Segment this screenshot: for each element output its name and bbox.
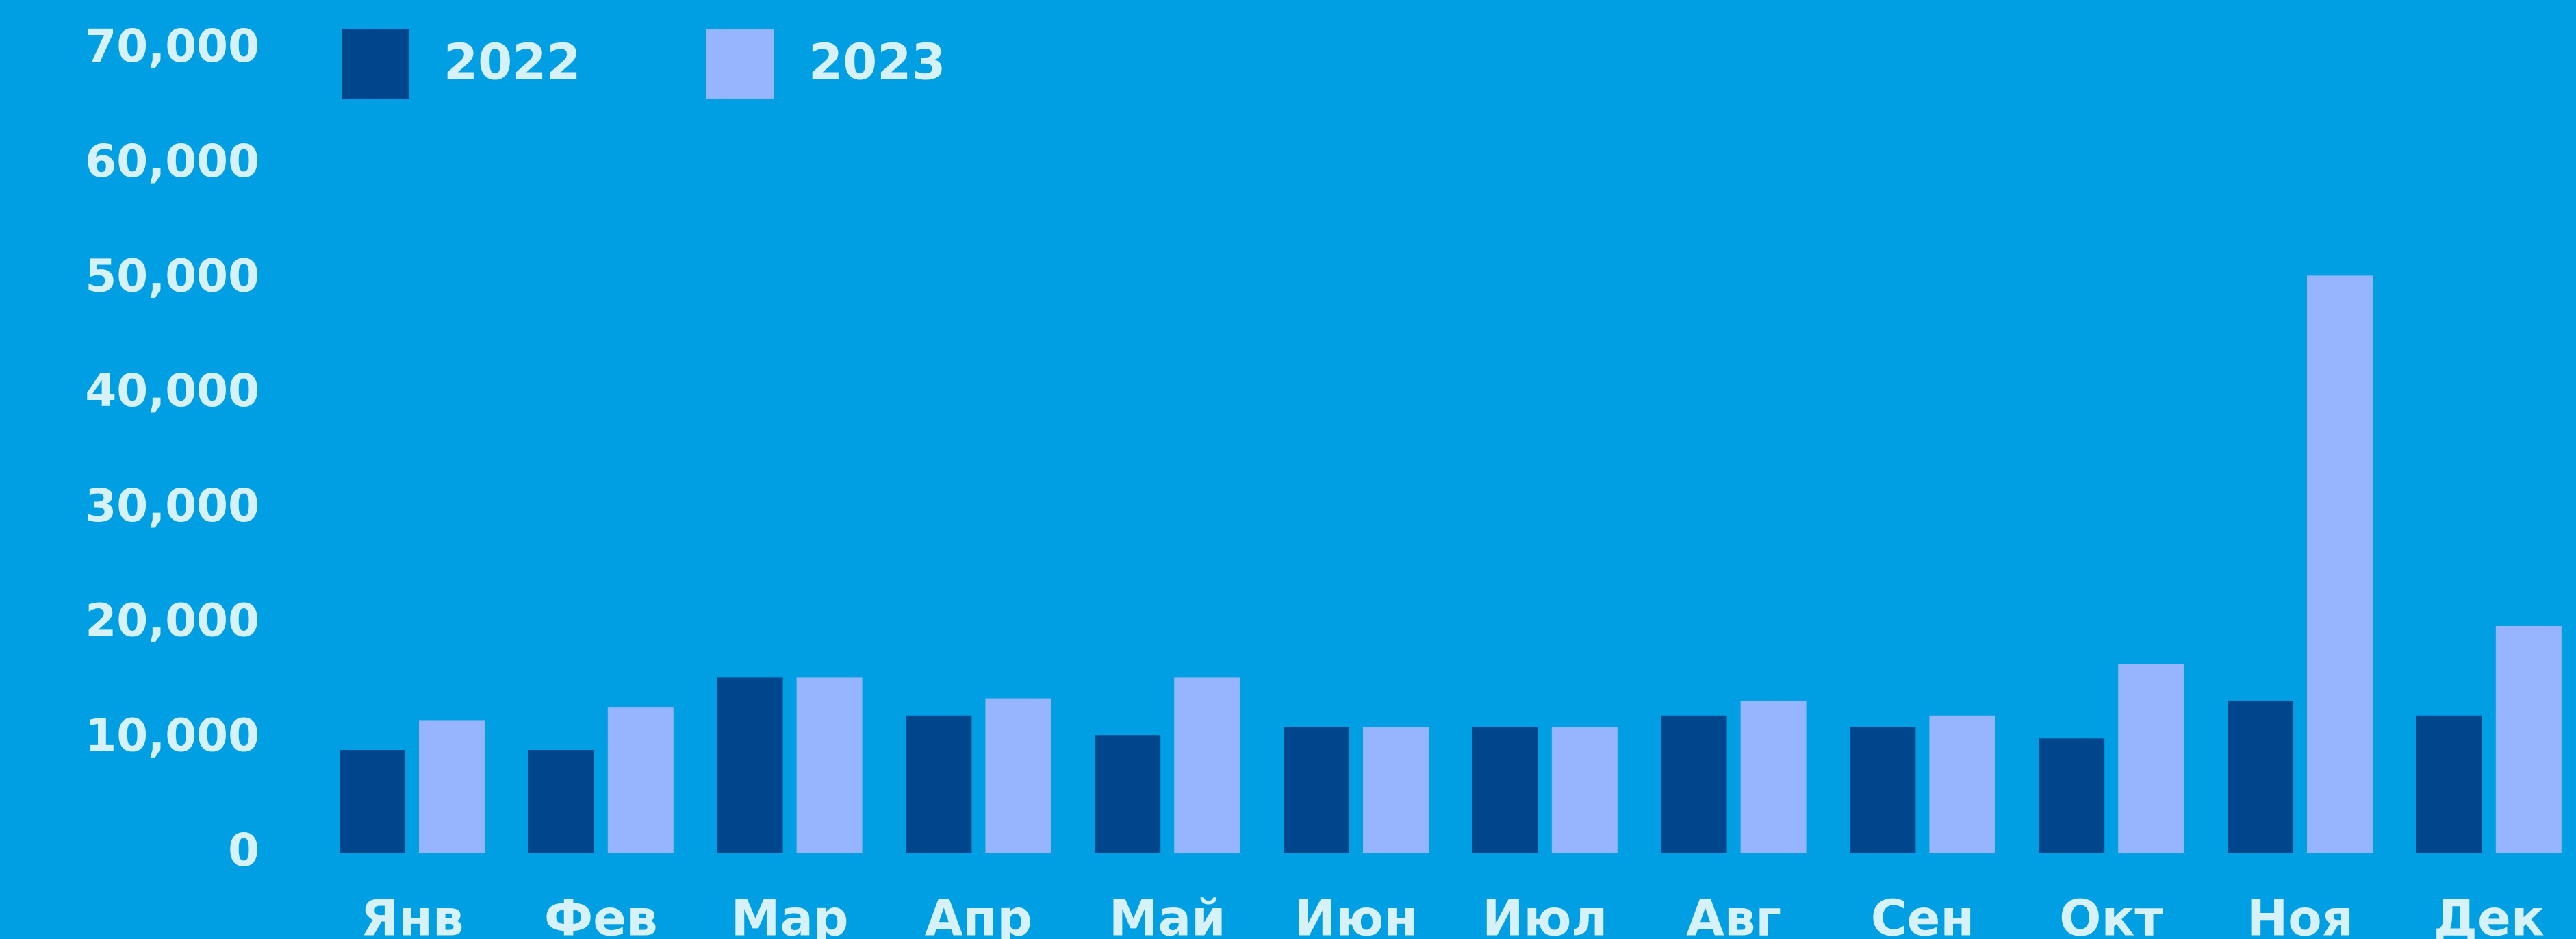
y-tick-label: 10,000 — [85, 709, 259, 762]
y-tick-label: 30,000 — [85, 479, 259, 532]
bar — [1850, 727, 1916, 853]
legend-swatch — [706, 29, 774, 99]
bar — [1740, 700, 1807, 853]
y-tick-label: 50,000 — [85, 249, 259, 302]
bar — [2495, 625, 2562, 853]
bar — [528, 750, 594, 853]
bar — [607, 707, 674, 853]
bar — [2039, 738, 2105, 853]
bar — [717, 677, 783, 853]
x-tick-label: Янв — [361, 890, 464, 939]
y-tick-label: 40,000 — [85, 364, 259, 417]
bar — [1472, 727, 1538, 853]
y-tick-label: 20,000 — [85, 594, 259, 647]
legend-label: 2023 — [808, 34, 945, 91]
bar — [796, 677, 863, 853]
x-tick-label: Окт — [2059, 890, 2163, 939]
x-tick-label: Дек — [2434, 890, 2545, 939]
x-tick-label: Ноя — [2247, 890, 2354, 939]
y-tick-label: 0 — [228, 824, 259, 877]
bar — [2118, 664, 2184, 853]
legend-swatch — [342, 29, 409, 99]
bar — [2307, 275, 2373, 853]
bar — [1284, 727, 1349, 853]
bar — [1929, 715, 1995, 853]
legend-label: 2022 — [444, 34, 581, 91]
bar — [1174, 677, 1240, 853]
x-tick-label: Май — [1109, 890, 1226, 939]
bar — [340, 750, 405, 853]
y-tick-label: 60,000 — [85, 135, 259, 188]
y-tick-label: 70,000 — [85, 20, 259, 73]
x-tick-label: Мар — [731, 890, 849, 939]
x-tick-label: Апр — [925, 890, 1032, 939]
bar — [985, 698, 1051, 853]
x-tick-label: Июл — [1482, 890, 1607, 939]
bar — [906, 715, 972, 853]
bar — [2228, 700, 2293, 853]
x-tick-label: Авг — [1686, 890, 1781, 939]
bar — [419, 720, 485, 853]
bar — [2416, 715, 2482, 853]
bar — [1095, 735, 1161, 853]
bar — [1551, 727, 1618, 853]
bar — [1363, 727, 1429, 853]
x-tick-label: Фев — [544, 890, 658, 939]
bar — [1661, 715, 1727, 853]
x-tick-label: Сен — [1871, 890, 1974, 939]
x-tick-label: Июн — [1295, 890, 1418, 939]
